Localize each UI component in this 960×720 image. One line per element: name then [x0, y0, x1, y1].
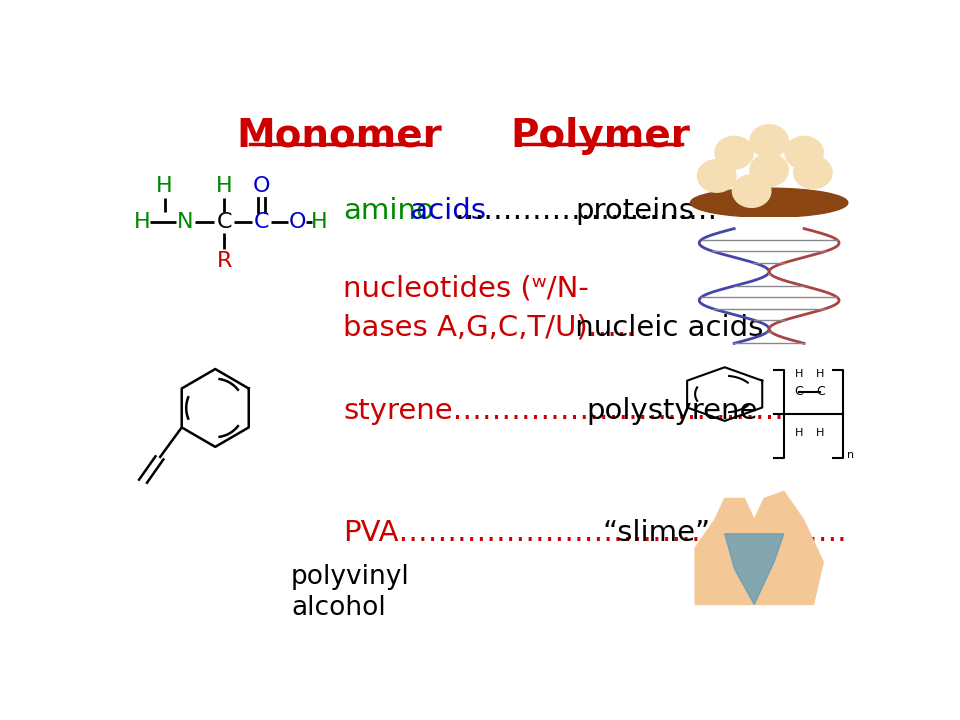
Text: polystyrene: polystyrene [587, 397, 757, 425]
Text: H: H [134, 212, 151, 233]
Text: O: O [252, 176, 270, 196]
Text: N: N [178, 212, 194, 233]
Text: alcohol: alcohol [291, 595, 386, 621]
Text: O: O [288, 212, 306, 233]
Text: nucleic acids: nucleic acids [566, 314, 764, 341]
Text: ………………………: ……………………… [455, 197, 718, 225]
Text: polyvinyl: polyvinyl [291, 564, 410, 590]
Text: R: R [216, 251, 232, 271]
Text: acids: acids [401, 197, 486, 225]
Text: Polymer: Polymer [510, 117, 690, 155]
Text: PVA……………………………………….: PVA………………………………………. [344, 518, 847, 546]
Text: nucleotides (ʷ/N-: nucleotides (ʷ/N- [344, 275, 588, 302]
Text: bases A,G,C,T/U)…..: bases A,G,C,T/U)….. [344, 314, 636, 341]
Text: C: C [216, 212, 232, 233]
Text: H: H [156, 176, 173, 196]
Text: H: H [311, 212, 327, 233]
Text: C: C [253, 212, 269, 233]
Text: “slime”: “slime” [602, 518, 710, 546]
Text: Monomer: Monomer [236, 117, 443, 155]
Text: amino: amino [344, 197, 434, 225]
Text: proteins: proteins [575, 197, 694, 225]
Text: styrene…………………………….: styrene……………………………. [344, 397, 783, 425]
Text: H: H [216, 176, 232, 196]
